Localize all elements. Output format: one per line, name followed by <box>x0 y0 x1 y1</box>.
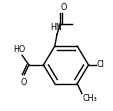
Text: O: O <box>20 78 26 87</box>
Text: HO: HO <box>13 45 25 54</box>
Text: Cl: Cl <box>96 60 104 69</box>
Text: CH₃: CH₃ <box>82 94 96 103</box>
Text: HN: HN <box>50 23 61 32</box>
Text: O: O <box>59 3 66 12</box>
